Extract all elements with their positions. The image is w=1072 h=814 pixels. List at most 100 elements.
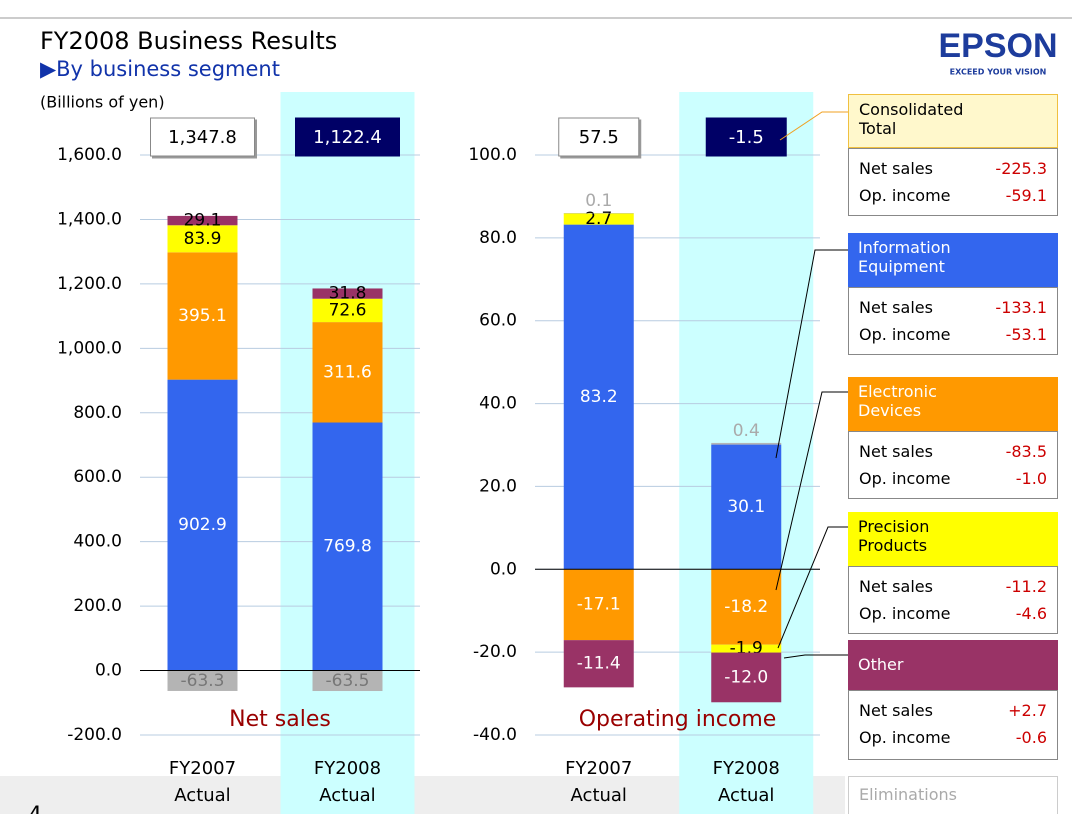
row-value: -1.0 <box>1015 469 1047 488</box>
value-label: -11.4 <box>577 654 621 674</box>
y-tick-label: -40.0 <box>473 725 517 745</box>
bar-segment <box>312 288 383 299</box>
legend-electronic: Electronic Devices Net sales -83.5 Op. in… <box>848 377 1058 499</box>
x-tick-label: FY2007 Actual <box>168 758 237 806</box>
value-label: -17.1 <box>577 595 621 615</box>
bar-segment <box>563 224 634 570</box>
y-tick-label: 0.0 <box>95 661 122 681</box>
row-label: Net sales <box>859 442 933 461</box>
legend-header: Precision Products <box>848 512 1058 566</box>
value-label: -63.5 <box>326 671 370 691</box>
bar-segment <box>167 252 238 380</box>
value-label: 395.1 <box>178 306 227 326</box>
bar-segment <box>563 569 634 641</box>
chart-title: Operating income <box>579 707 777 732</box>
row-label: Op. income <box>859 186 951 205</box>
value-label: 83.9 <box>184 229 222 249</box>
legend-body: Net sales -133.1 Op. income -53.1 <box>848 287 1058 355</box>
row-value: +2.7 <box>1008 701 1047 720</box>
legend-total: Consolidated Total Net sales -225.3 Op. i… <box>848 94 1058 216</box>
total-box <box>558 117 640 157</box>
row-value: -83.5 <box>1005 442 1047 461</box>
value-label: 31.8 <box>329 284 367 304</box>
bar-segment <box>711 644 782 653</box>
bar-segment <box>711 652 782 703</box>
callout <box>775 391 848 591</box>
y-tick-label: 400.0 <box>73 532 122 552</box>
y-tick-label: 1,600.0 <box>57 145 122 165</box>
row-value: -53.1 <box>1005 325 1047 344</box>
y-tick-label: 80.0 <box>479 228 517 248</box>
bar-segment <box>312 322 383 423</box>
row-label: Net sales <box>859 577 933 596</box>
bar-segment <box>563 213 634 225</box>
bar-segment <box>563 640 634 688</box>
row-value: -133.1 <box>995 298 1047 317</box>
row-label: Net sales <box>859 298 933 317</box>
legend-title: Other <box>858 655 904 674</box>
y-tick-label: -20.0 <box>473 642 517 662</box>
row-label: Op. income <box>859 604 951 623</box>
legend-title: Electronic Devices <box>858 382 937 420</box>
callout <box>775 249 848 459</box>
row-label: Op. income <box>859 469 951 488</box>
y-tick-label: 600.0 <box>73 467 122 487</box>
legend-title: Information Equipment <box>858 238 951 276</box>
y-tick-label: 1,200.0 <box>57 274 122 294</box>
legend-header: Electronic Devices <box>848 377 1058 431</box>
bar-segment <box>167 379 238 671</box>
total-box <box>705 117 787 157</box>
value-label: -12.0 <box>724 667 768 687</box>
y-tick-label: 1,000.0 <box>57 338 122 358</box>
value-label: 0.1 <box>585 191 612 211</box>
value-label: 2.7 <box>585 209 612 229</box>
row-value: -0.6 <box>1015 728 1047 747</box>
legend-title: Eliminations <box>859 785 957 804</box>
total-label: 1,347.8 <box>168 127 237 148</box>
row-value: -59.1 <box>1005 186 1047 205</box>
chart-title: Net sales <box>229 707 331 732</box>
legend-other: Other Net sales +2.7 Op. income -0.6 <box>848 640 1058 760</box>
legend-body: Net sales -83.5 Op. income -1.0 <box>848 431 1058 499</box>
x-tick-label: FY2008 Actual <box>712 758 780 806</box>
legend-title: Precision Products <box>858 517 930 555</box>
value-label: 72.6 <box>329 300 367 320</box>
bar-segment <box>711 444 782 570</box>
y-tick-label: -200.0 <box>67 725 122 745</box>
value-label: 769.8 <box>323 537 372 557</box>
bar-segment <box>711 569 782 645</box>
row-label: Op. income <box>859 325 951 344</box>
slide-subtitle: ▶By business segment <box>40 57 280 81</box>
value-label: 29.1 <box>184 211 222 231</box>
y-tick-label: 1,400.0 <box>57 209 122 229</box>
bar-segment <box>711 442 782 445</box>
legend-header: Other <box>848 640 1058 690</box>
legend-title: Consolidated Total <box>859 100 964 138</box>
logo: EPSON <box>938 27 1057 65</box>
total-label: 57.5 <box>579 127 619 148</box>
legend-body: Net sales -225.3 Op. income -59.1 <box>848 148 1058 216</box>
callouts <box>775 111 848 659</box>
legend-info: Information Equipment Net sales -133.1 Op… <box>848 233 1058 355</box>
y-tick-label: 200.0 <box>73 596 122 616</box>
value-label: -63.3 <box>181 671 225 691</box>
x-tick-label: FY2008 Actual <box>313 758 382 806</box>
bar-segment <box>312 670 383 692</box>
legend-eliminations: Eliminations <box>848 776 1058 814</box>
value-label: 311.6 <box>323 362 372 382</box>
value-label: 902.9 <box>178 515 227 535</box>
legend-body: Net sales -11.2 Op. income -4.6 <box>848 566 1058 634</box>
value-label: -18.2 <box>724 597 768 617</box>
y-tick-label: 100.0 <box>468 145 517 165</box>
slide-title: FY2008 Business Results <box>40 27 337 55</box>
total-box <box>295 117 400 157</box>
legend-header: Consolidated Total <box>848 94 1058 148</box>
bar-segment <box>312 298 383 323</box>
callout <box>777 526 848 649</box>
page-number: 4 <box>28 803 42 814</box>
total-label: -1.5 <box>729 127 764 148</box>
bar-segment <box>167 215 238 226</box>
legend-precision: Precision Products Net sales -11.2 Op. in… <box>848 512 1058 634</box>
